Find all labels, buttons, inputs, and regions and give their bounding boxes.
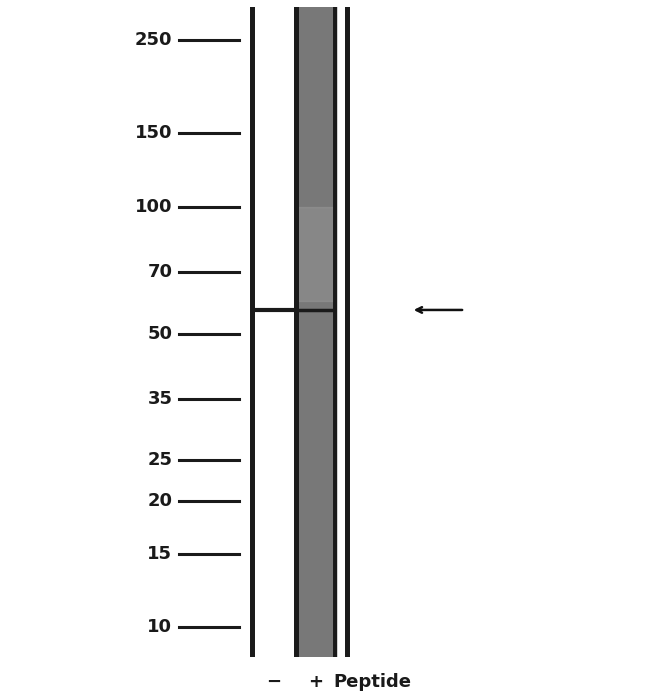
Text: 25: 25 [148,451,172,469]
Bar [252,7,296,657]
Bar [252,19,296,309]
Text: 70: 70 [148,263,172,281]
Text: 50: 50 [148,325,172,343]
Text: 10: 10 [148,619,172,637]
Text: −: − [266,673,281,691]
Text: 35: 35 [148,390,172,408]
Text: +: + [308,673,323,691]
Bar [296,207,335,301]
Text: 250: 250 [135,31,172,49]
Bar [296,7,335,657]
Bar [335,7,347,657]
Text: 15: 15 [148,544,172,562]
Text: 100: 100 [135,198,172,216]
Text: 150: 150 [135,124,172,142]
Text: Peptide: Peptide [333,673,411,691]
Text: 20: 20 [148,492,172,510]
